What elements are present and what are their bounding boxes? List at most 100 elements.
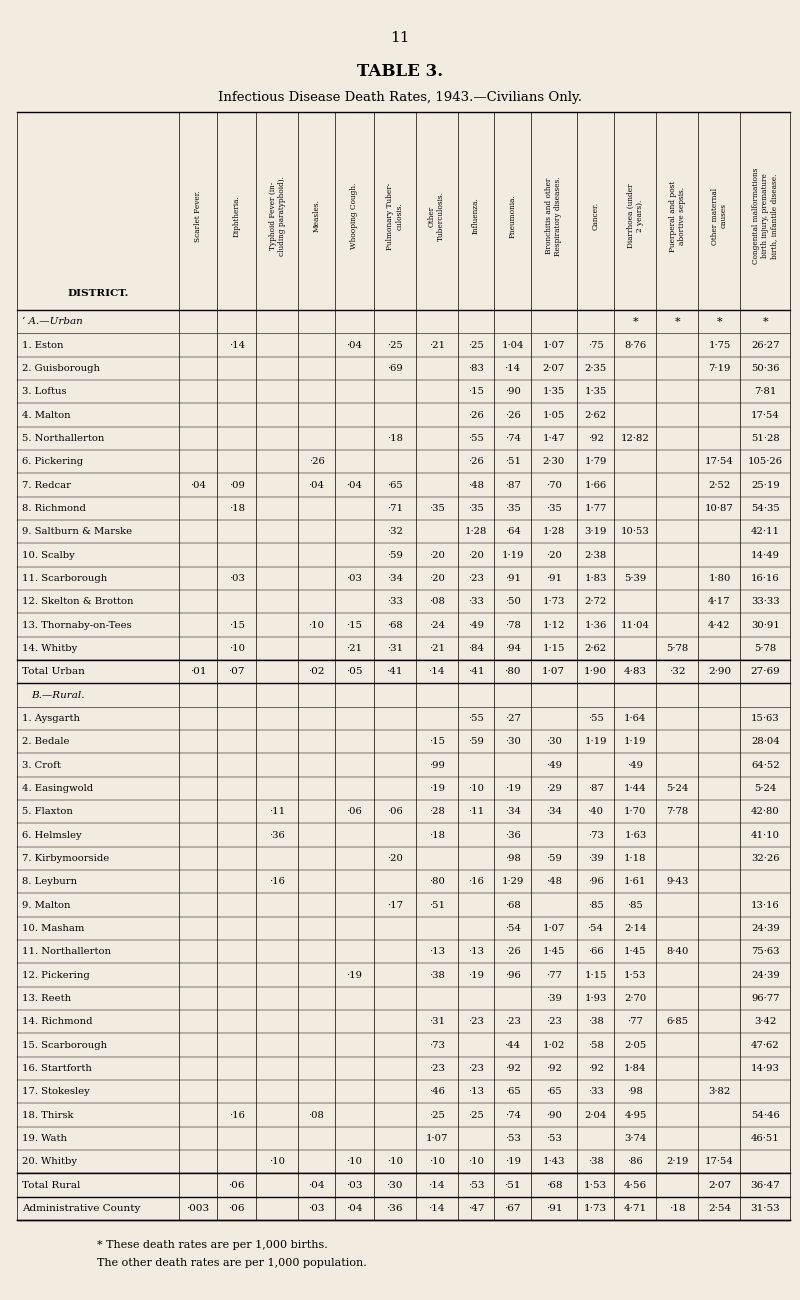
Text: 1·28: 1·28 <box>465 528 487 536</box>
Text: ·69: ·69 <box>386 364 402 373</box>
Text: 1·29: 1·29 <box>502 878 524 887</box>
Text: ·23: ·23 <box>468 1063 484 1072</box>
Text: ·65: ·65 <box>546 1087 562 1096</box>
Text: 3·42: 3·42 <box>754 1017 777 1026</box>
Text: ·59: ·59 <box>468 737 484 746</box>
Text: ·59: ·59 <box>546 854 562 863</box>
Text: ·10: ·10 <box>468 1157 484 1166</box>
Text: ·92: ·92 <box>546 1063 562 1072</box>
Text: ·32: ·32 <box>386 528 402 536</box>
Text: 2. Bedale: 2. Bedale <box>22 737 70 746</box>
Text: Administrative County: Administrative County <box>22 1204 140 1213</box>
Text: 1·07: 1·07 <box>542 667 566 676</box>
Text: 4·42: 4·42 <box>708 620 730 629</box>
Text: 24·39: 24·39 <box>751 971 779 979</box>
Text: 8·40: 8·40 <box>666 948 689 957</box>
Text: 1. Eston: 1. Eston <box>22 341 63 350</box>
Text: ·08: ·08 <box>309 1110 325 1119</box>
Text: ·90: ·90 <box>505 387 521 396</box>
Text: ·18: ·18 <box>429 831 445 840</box>
Text: 7·19: 7·19 <box>708 364 730 373</box>
Text: 2·07: 2·07 <box>542 364 565 373</box>
Text: ·15: ·15 <box>468 387 484 396</box>
Text: 11. Scarborough: 11. Scarborough <box>22 573 107 582</box>
Text: * These death rates are per 1,000 births.: * These death rates are per 1,000 births… <box>97 1240 328 1251</box>
Text: ·19: ·19 <box>429 784 445 793</box>
Text: ·40: ·40 <box>587 807 603 816</box>
Text: 1·35: 1·35 <box>542 387 565 396</box>
Text: ·53: ·53 <box>546 1134 562 1143</box>
Text: 1·02: 1·02 <box>542 1040 565 1049</box>
Text: 5·39: 5·39 <box>624 573 646 582</box>
Text: 17·54: 17·54 <box>705 458 734 467</box>
Text: ·68: ·68 <box>386 620 402 629</box>
Text: 2·62: 2·62 <box>585 411 606 420</box>
Text: ·15: ·15 <box>229 620 245 629</box>
Text: 54·46: 54·46 <box>751 1110 779 1119</box>
Text: 1·80: 1·80 <box>708 573 730 582</box>
Text: 14. Richmond: 14. Richmond <box>22 1017 93 1026</box>
Text: ·06: ·06 <box>229 1180 245 1190</box>
Text: 4·95: 4·95 <box>624 1110 646 1119</box>
Text: 4·83: 4·83 <box>624 667 647 676</box>
Text: 47·62: 47·62 <box>751 1040 779 1049</box>
Text: 5. Northallerton: 5. Northallerton <box>22 434 104 443</box>
Text: 4·56: 4·56 <box>624 1180 647 1190</box>
Text: 25·19: 25·19 <box>751 481 779 490</box>
Text: ·11: ·11 <box>269 807 286 816</box>
Text: ·68: ·68 <box>546 1180 562 1190</box>
Text: 1·19: 1·19 <box>584 737 606 746</box>
Text: 1·12: 1·12 <box>542 620 565 629</box>
Text: 6. Pickering: 6. Pickering <box>22 458 83 467</box>
Text: 1·15: 1·15 <box>584 971 606 979</box>
Text: ·48: ·48 <box>468 481 484 490</box>
Text: 3. Loftus: 3. Loftus <box>22 387 66 396</box>
Text: 1·45: 1·45 <box>624 948 646 957</box>
Text: Diphtheria.: Diphtheria. <box>233 195 241 237</box>
Text: ·35: ·35 <box>468 504 484 512</box>
Text: 4. Malton: 4. Malton <box>22 411 70 420</box>
Text: 1·28: 1·28 <box>542 528 565 536</box>
Text: Other maternal
causes: Other maternal causes <box>711 187 728 244</box>
Text: ·20: ·20 <box>546 550 562 559</box>
Text: ·34: ·34 <box>386 573 402 582</box>
Text: ·30: ·30 <box>386 1180 403 1190</box>
Text: 11·04: 11·04 <box>621 620 650 629</box>
Text: ·21: ·21 <box>429 341 445 350</box>
Text: 16·16: 16·16 <box>751 573 779 582</box>
Text: ·92: ·92 <box>505 1063 521 1072</box>
Text: ·34: ·34 <box>546 807 562 816</box>
Text: ·26: ·26 <box>468 411 484 420</box>
Text: 105·26: 105·26 <box>748 458 782 467</box>
Text: ·25: ·25 <box>386 341 402 350</box>
Text: DISTRICT.: DISTRICT. <box>67 290 129 299</box>
Text: ·34: ·34 <box>505 807 521 816</box>
Text: 3·19: 3·19 <box>584 528 606 536</box>
Text: 1·07: 1·07 <box>542 924 565 933</box>
Text: ·74: ·74 <box>505 1110 521 1119</box>
Text: 1·36: 1·36 <box>585 620 606 629</box>
Text: 1·44: 1·44 <box>624 784 646 793</box>
Text: ·09: ·09 <box>229 481 245 490</box>
Text: ·83: ·83 <box>468 364 484 373</box>
Text: ·23: ·23 <box>546 1017 562 1026</box>
Text: ‘ A.—Urban: ‘ A.—Urban <box>22 317 82 326</box>
Text: 1·45: 1·45 <box>542 948 565 957</box>
Text: ·25: ·25 <box>468 1110 484 1119</box>
Text: 5·24: 5·24 <box>666 784 689 793</box>
Text: ·23: ·23 <box>505 1017 521 1026</box>
Text: 5. Flaxton: 5. Flaxton <box>22 807 73 816</box>
Text: ·18: ·18 <box>669 1204 686 1213</box>
Text: ·98: ·98 <box>627 1087 643 1096</box>
Text: 2·62: 2·62 <box>585 644 606 653</box>
Text: Pneumonia.: Pneumonia. <box>509 194 517 238</box>
Text: 1·07: 1·07 <box>426 1134 448 1143</box>
Text: ·10: ·10 <box>309 620 325 629</box>
Text: ·86: ·86 <box>627 1157 643 1166</box>
Text: 11: 11 <box>390 31 410 46</box>
Text: ·19: ·19 <box>505 1157 521 1166</box>
Text: 1·19: 1·19 <box>624 737 646 746</box>
Text: ·35: ·35 <box>546 504 562 512</box>
Text: 50·36: 50·36 <box>751 364 779 373</box>
Text: 2·72: 2·72 <box>585 597 606 606</box>
